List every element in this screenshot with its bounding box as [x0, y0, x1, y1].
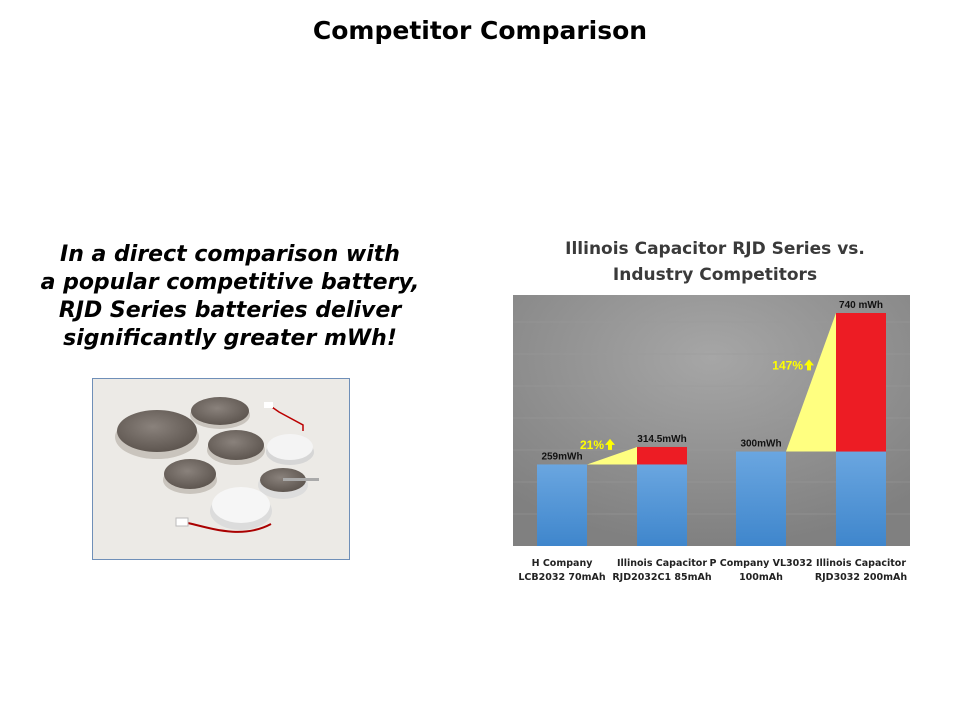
up-arrow-icon: [804, 359, 814, 371]
category-label: P Company VL3032 100mAh: [709, 558, 813, 583]
coin-cell: [207, 430, 265, 465]
data-label: 740 mWh: [839, 300, 883, 311]
category-label: Illinois Capacitor RJD3032 200mAh: [814, 558, 908, 583]
lead-line: a popular competitive battery,: [40, 270, 420, 295]
coin-cell: [266, 434, 314, 465]
coin-cell: [210, 487, 272, 530]
chart-title-line: Illinois Capacitor RJD Series vs.: [565, 239, 865, 259]
bar: [736, 451, 786, 546]
data-label: 314.5mWh: [637, 434, 686, 445]
lead-line: significantly greater mWh!: [63, 326, 397, 351]
coin-cell: [115, 410, 199, 459]
battery-photo: [92, 378, 350, 560]
bar: [637, 464, 687, 546]
bar: [537, 464, 587, 546]
chart-title-line: Industry Competitors: [612, 265, 818, 285]
lead-text: In a direct comparison with a popular co…: [10, 241, 450, 353]
lead-line: RJD Series batteries deliver: [58, 298, 402, 323]
lead-line: In a direct comparison with: [60, 242, 400, 267]
increase-wedge: [786, 313, 836, 452]
up-arrow-icon: [605, 438, 615, 450]
chart-title: Illinois Capacitor RJD Series vs. Indust…: [520, 236, 910, 288]
percent-label: 147%: [772, 358, 803, 372]
increase-wedge: [587, 446, 637, 465]
category-label: Illinois Capacitor RJD2032C1 85mAh: [612, 558, 712, 583]
data-label: 259mWh: [541, 451, 582, 462]
category-label: H Company LCB2032 70mAh: [518, 558, 606, 583]
data-label: 300mWh: [740, 439, 781, 450]
slide-title: Competitor Comparison: [312, 16, 648, 45]
bar: [836, 451, 886, 546]
coin-cell: [163, 459, 217, 494]
bar-increase: [637, 446, 687, 465]
bar-increase: [836, 313, 886, 452]
coin-cell: [190, 397, 250, 429]
percent-label: 21%: [580, 438, 604, 452]
